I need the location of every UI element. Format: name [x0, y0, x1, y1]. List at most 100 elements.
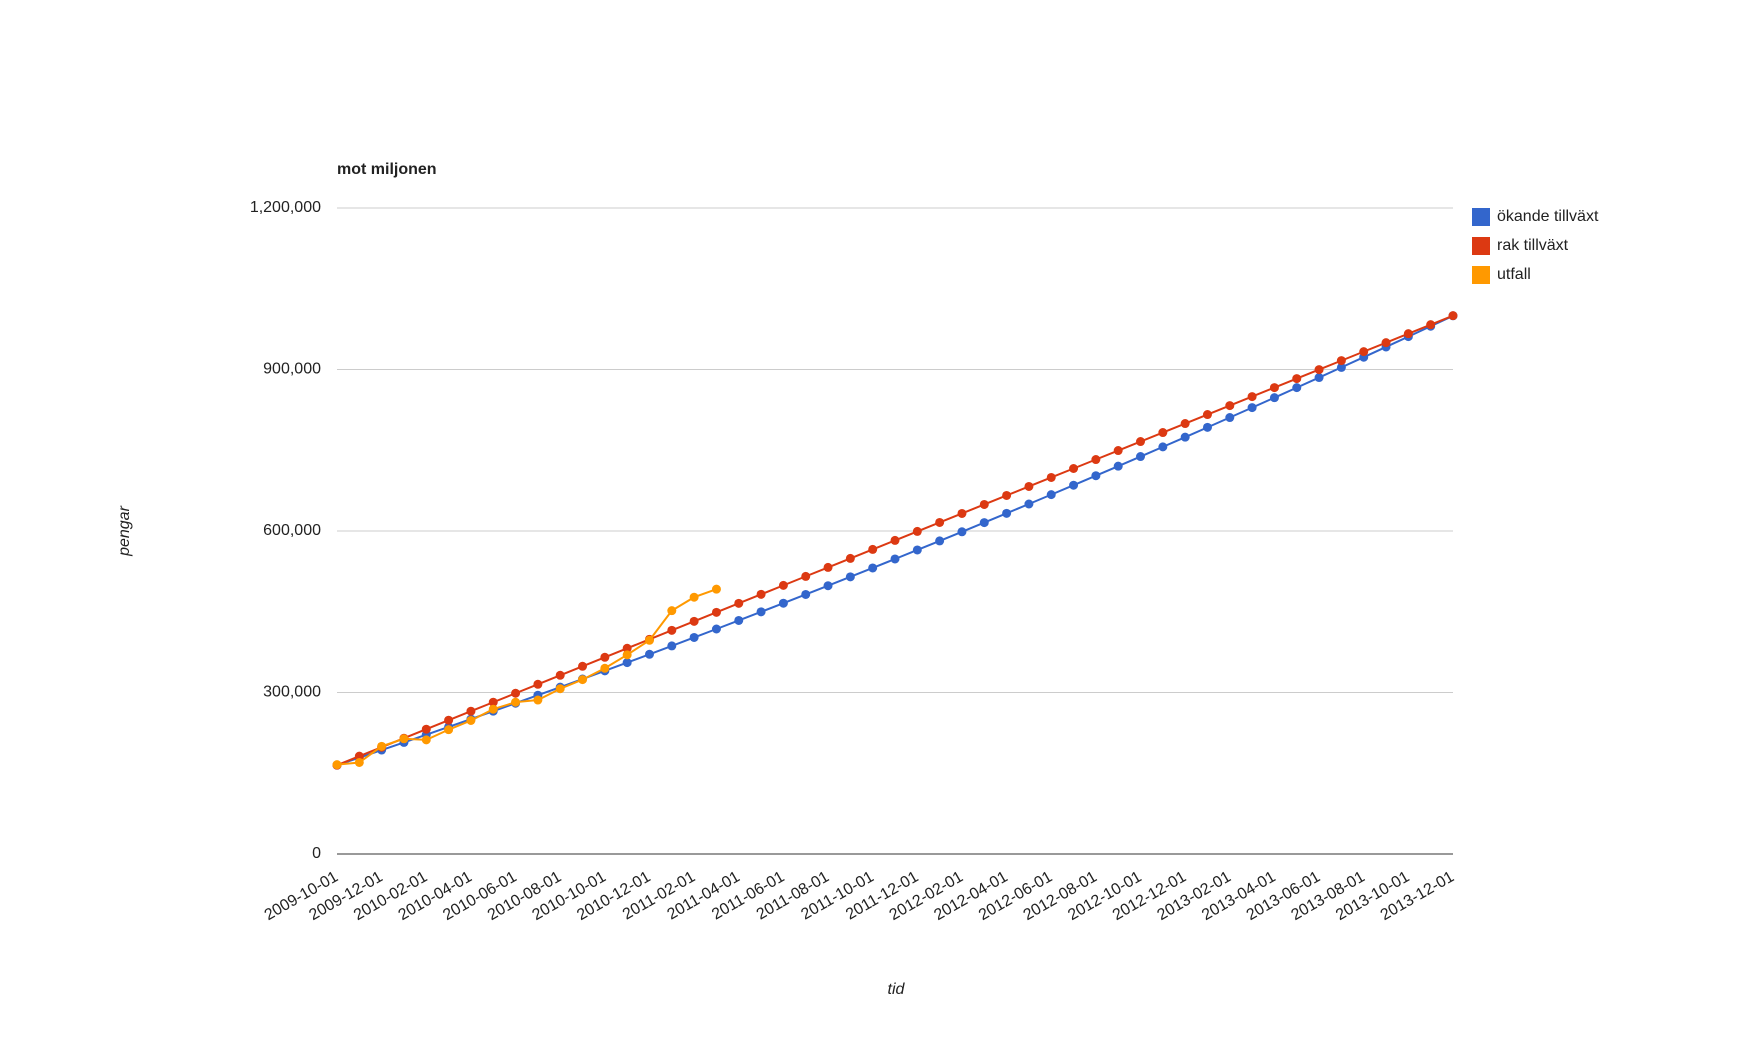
point: [689, 592, 699, 602]
point: [845, 572, 855, 582]
legend-label: rak tillväxt: [1497, 237, 1569, 254]
legend-swatch: [1472, 266, 1490, 284]
point: [466, 715, 476, 725]
point: [533, 695, 543, 705]
x-axis-label: tid: [888, 981, 906, 998]
point: [667, 606, 677, 616]
point: [578, 661, 588, 671]
point: [600, 663, 610, 673]
point: [979, 518, 989, 528]
point: [912, 545, 922, 555]
point: [1381, 338, 1391, 348]
series-line: [336, 588, 717, 766]
point: [1336, 356, 1346, 366]
point: [600, 652, 610, 662]
point: [555, 670, 565, 680]
point: [1292, 374, 1302, 384]
point: [711, 607, 721, 617]
point: [756, 589, 766, 599]
legend-swatch: [1472, 208, 1490, 226]
point: [801, 589, 811, 599]
point: [555, 684, 565, 694]
point: [912, 526, 922, 536]
point: [1091, 455, 1101, 465]
point: [957, 527, 967, 537]
point: [1046, 490, 1056, 500]
point: [1359, 347, 1369, 357]
point: [1336, 362, 1346, 372]
point: [868, 544, 878, 554]
point: [711, 584, 721, 594]
point: [778, 598, 788, 608]
point: [979, 499, 989, 509]
point: [756, 607, 766, 617]
point: [622, 643, 632, 653]
point: [1314, 365, 1324, 375]
y-tick-label: 0: [312, 845, 321, 862]
point: [801, 571, 811, 581]
series: [332, 311, 1458, 770]
point: [667, 625, 677, 635]
point: [578, 675, 588, 685]
point: [1136, 437, 1146, 447]
point: [1136, 452, 1146, 462]
point: [1247, 392, 1257, 402]
point: [1158, 442, 1168, 452]
point: [1024, 481, 1034, 491]
point: [667, 641, 677, 651]
point: [421, 724, 431, 734]
point: [1225, 413, 1235, 423]
point: [1426, 320, 1436, 330]
y-tick-label: 600,000: [263, 522, 321, 539]
point: [823, 581, 833, 591]
point: [935, 517, 945, 527]
point: [734, 615, 744, 625]
point: [890, 554, 900, 564]
point: [1069, 463, 1079, 473]
point: [1180, 419, 1190, 429]
legend-swatch: [1472, 237, 1490, 255]
point: [644, 635, 654, 645]
point: [444, 725, 454, 735]
point: [1448, 311, 1458, 321]
point: [778, 580, 788, 590]
point: [1202, 422, 1212, 432]
point: [957, 508, 967, 518]
point: [1269, 383, 1279, 393]
point: [1069, 480, 1079, 490]
point: [711, 624, 721, 634]
point: [1269, 393, 1279, 403]
point: [868, 563, 878, 573]
point: [1091, 471, 1101, 481]
point: [1024, 499, 1034, 509]
point: [845, 553, 855, 563]
point: [1225, 401, 1235, 411]
point: [1180, 432, 1190, 442]
y-tick-label: 900,000: [263, 361, 321, 378]
point: [644, 649, 654, 659]
point: [689, 632, 699, 642]
y-tick-label: 1,200,000: [250, 199, 321, 216]
point: [1292, 383, 1302, 393]
point: [1002, 490, 1012, 500]
point: [935, 536, 945, 546]
point: [1314, 373, 1324, 383]
point: [622, 658, 632, 668]
point: [1158, 428, 1168, 438]
point: [399, 734, 409, 744]
legend-label: utfall: [1497, 266, 1531, 283]
point: [444, 715, 454, 725]
point: [332, 760, 342, 770]
point: [622, 650, 632, 660]
point: [377, 741, 387, 751]
point: [488, 697, 498, 707]
chart-title: mot miljonen: [337, 161, 437, 178]
point: [511, 688, 521, 698]
point: [488, 704, 498, 714]
point: [1046, 472, 1056, 482]
point: [354, 751, 364, 761]
point: [533, 679, 543, 689]
point: [466, 706, 476, 716]
y-tick-label: 300,000: [263, 684, 321, 701]
